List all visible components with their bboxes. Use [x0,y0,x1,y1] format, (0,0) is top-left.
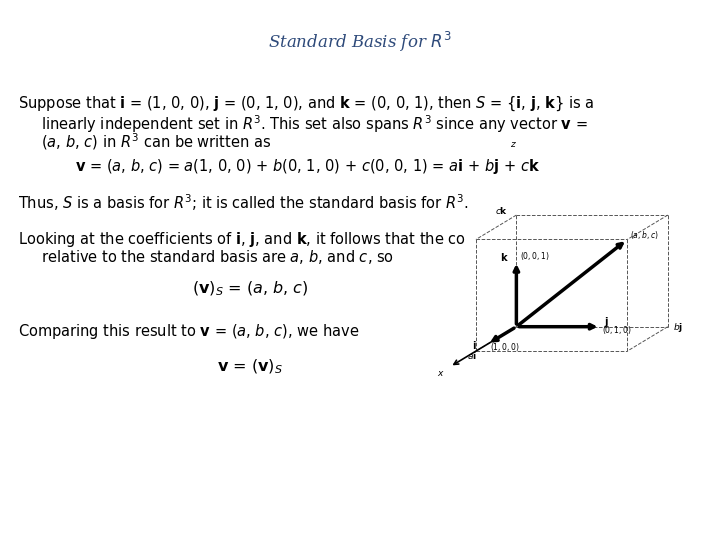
Text: $b\mathbf{j}$: $b\mathbf{j}$ [673,321,683,334]
Text: $\mathbf{v}$ = ($a$, $b$, $c$) = $a$(1, 0, 0) + $b$(0, 1, 0) + $c$(0, 0, 1) = $a: $\mathbf{v}$ = ($a$, $b$, $c$) = $a$(1, … [75,157,540,176]
Text: $(0, 1, 0)$: $(0, 1, 0)$ [602,324,631,336]
Text: $a\mathbf{i}$: $a\mathbf{i}$ [467,350,477,361]
Text: $x$: $x$ [436,369,444,378]
Text: Suppose that $\mathbf{i}$ = (1, 0, 0), $\mathbf{j}$ = (0, 1, 0), and $\mathbf{k}: Suppose that $\mathbf{i}$ = (1, 0, 0), $… [18,95,594,113]
Text: $(0, 0, 1)$: $(0, 0, 1)$ [521,250,550,262]
Text: $\mathbf{k}$: $\mathbf{k}$ [500,251,509,263]
Text: Comparing this result to $\mathbf{v}$ = ($a$, $b$, $c$), we have: Comparing this result to $\mathbf{v}$ = … [18,322,359,341]
Text: Standard Basis for $R^3$: Standard Basis for $R^3$ [269,30,451,54]
Text: $\mathbf{v}$ = $(\mathbf{v})_S$: $\mathbf{v}$ = $(\mathbf{v})_S$ [217,358,283,376]
Text: ($a$, $b$, $c$) in $R^3$ can be written as: ($a$, $b$, $c$) in $R^3$ can be written … [18,131,271,152]
Text: $c\mathbf{k}$: $c\mathbf{k}$ [495,205,508,216]
Text: Looking at the coefficients of $\mathbf{i}$, $\mathbf{j}$, and $\mathbf{k}$, it : Looking at the coefficients of $\mathbf{… [18,230,466,249]
Text: $z$: $z$ [510,140,517,150]
Text: $(1, 0, 0)$: $(1, 0, 0)$ [490,341,520,353]
Text: $\mathbf{j}$: $\mathbf{j}$ [604,315,609,329]
Text: linearly independent set in $R^3$. This set also spans $R^3$ since any vector $\: linearly independent set in $R^3$. This … [18,113,588,134]
Text: relative to the standard basis are $a$, $b$, and $c$, so: relative to the standard basis are $a$, … [18,248,394,266]
Text: $(\mathbf{v})_S$ = ($a$, $b$, $c$): $(\mathbf{v})_S$ = ($a$, $b$, $c$) [192,280,308,299]
Text: Thus, $S$ is a basis for $R^3$; it is called the standard basis for $R^3$.: Thus, $S$ is a basis for $R^3$; it is ca… [18,192,469,213]
Text: $(a, b, c)$: $(a, b, c)$ [631,229,660,241]
Text: $\mathbf{i}$: $\mathbf{i}$ [472,339,477,352]
